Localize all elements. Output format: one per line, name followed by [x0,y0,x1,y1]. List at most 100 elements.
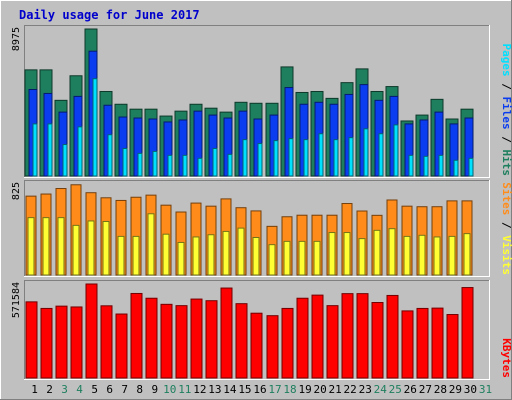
panel-bottom: 571584 KBytes [11,280,512,380]
x-label-day-12: 12 [193,383,206,396]
bar-kbytes-day-4 [70,306,83,379]
bar-pages-day-13 [212,147,218,177]
bar-kbytes-day-13 [205,300,218,379]
bar-visits-day-15 [237,227,245,276]
legend-part: / [500,77,512,97]
bar-visits-day-17 [268,244,276,276]
bar-pages-day-14 [227,153,233,177]
bar-kbytes-day-14 [220,287,233,379]
bar-pages-day-7 [122,147,128,177]
panel-bottom-max-label: 571584 [11,282,22,318]
bar-visits-day-26 [403,235,411,276]
bar-pages-day-11 [182,154,188,177]
bar-kbytes-day-11 [175,305,188,379]
bar-pages-day-24 [378,133,384,177]
x-label-day-30: 30 [464,383,477,396]
bar-pages-day-21 [333,139,339,177]
bar-pages-day-23 [363,128,369,177]
x-label-day-7: 7 [121,383,128,396]
bar-kbytes-day-6 [100,305,113,379]
bar-kbytes-day-3 [55,305,68,379]
bar-kbytes-day-9 [145,297,158,379]
bar-pages-day-18 [288,138,294,177]
bar-visits-day-19 [298,240,306,276]
series-visits [27,213,471,276]
bar-kbytes-day-5 [85,283,98,379]
bar-pages-day-15 [242,139,248,177]
bar-pages-day-5 [92,78,98,177]
bar-pages-day-20 [318,133,324,177]
bar-kbytes-day-8 [130,292,143,379]
x-axis-labels: 1 2 3 4 5 6 7 8 9 10 11 12 13 14 15 16 17 18 19 20 21 22 23 24 2… [31,383,492,396]
legend-part: Pages [500,44,512,77]
bar-visits-day-7 [117,235,125,276]
bar-pages-day-22 [348,137,354,177]
bar-kbytes-day-12 [190,298,203,379]
bar-kbytes-day-10 [160,303,173,379]
bar-kbytes-day-29 [446,314,459,379]
bar-kbytes-day-2 [40,307,53,379]
legend-part: Visits [500,235,512,275]
legend-part: Files [500,97,512,130]
panel-middle-max-label: 825 [11,182,22,200]
bar-visits-day-21 [328,232,336,276]
x-label-day-24: 24 [374,383,388,396]
bar-pages-day-19 [303,139,309,177]
x-label-day-13: 13 [208,383,221,396]
bar-kbytes-day-24 [371,302,384,379]
bar-kbytes-day-7 [115,313,128,379]
bar-kbytes-day-23 [356,293,369,379]
x-label-day-4: 4 [76,383,83,396]
bar-kbytes-day-26 [401,310,414,379]
bar-visits-day-29 [448,235,456,276]
bar-pages-day-9 [152,150,158,177]
x-label-day-14: 14 [223,383,237,396]
panel-top: 8975 Pages / Files / Hits [11,25,512,178]
bar-visits-day-22 [343,232,351,276]
legend-part: KBytes [500,338,512,378]
bar-pages-day-27 [423,155,429,177]
bar-visits-day-27 [418,234,426,276]
x-label-day-26: 26 [404,383,417,396]
bar-visits-day-24 [373,229,381,276]
x-label-day-28: 28 [434,383,447,396]
x-label-day-21: 21 [329,383,342,396]
panel-top-max-label: 8975 [11,27,22,51]
bar-kbytes-day-18 [281,307,294,379]
bar-kbytes-day-25 [386,294,399,379]
bar-kbytes-day-1 [25,301,38,379]
bar-kbytes-day-19 [296,297,309,379]
bar-visits-day-12 [192,236,200,276]
x-label-day-6: 6 [106,383,113,396]
series-kbytes [25,283,474,379]
legend-part: Sites [500,182,512,215]
bar-pages-day-29 [453,159,459,177]
bar-visits-day-23 [358,238,366,276]
x-label-day-31: 31 [479,383,492,396]
bar-visits-day-14 [222,230,230,276]
x-label-day-16: 16 [253,383,266,396]
bar-visits-day-28 [433,236,441,276]
x-label-day-27: 27 [419,383,432,396]
x-label-day-5: 5 [91,383,98,396]
series-pages [32,78,474,177]
legend-part: / [500,130,512,150]
bar-visits-day-8 [132,235,140,276]
bar-pages-day-8 [137,152,143,177]
bar-pages-day-25 [393,124,399,177]
bar-pages-day-16 [257,143,263,177]
bar-pages-day-30 [468,157,474,177]
bar-pages-day-12 [197,157,203,177]
bar-visits-day-9 [147,213,155,276]
bar-visits-day-30 [463,233,471,276]
bar-visits-day-20 [313,240,321,276]
bar-pages-day-10 [167,154,173,177]
x-label-day-25: 25 [389,383,402,396]
x-label-day-23: 23 [359,383,372,396]
panels: 8975 Pages / Files / Hits 825 Sites / Visit… [11,25,512,380]
x-label-day-9: 9 [151,383,158,396]
bar-kbytes-day-16 [250,312,263,379]
chart-title: Daily usage for June 2017 [19,8,200,22]
panel-top-legend: Pages / Files / Hits [500,44,512,177]
